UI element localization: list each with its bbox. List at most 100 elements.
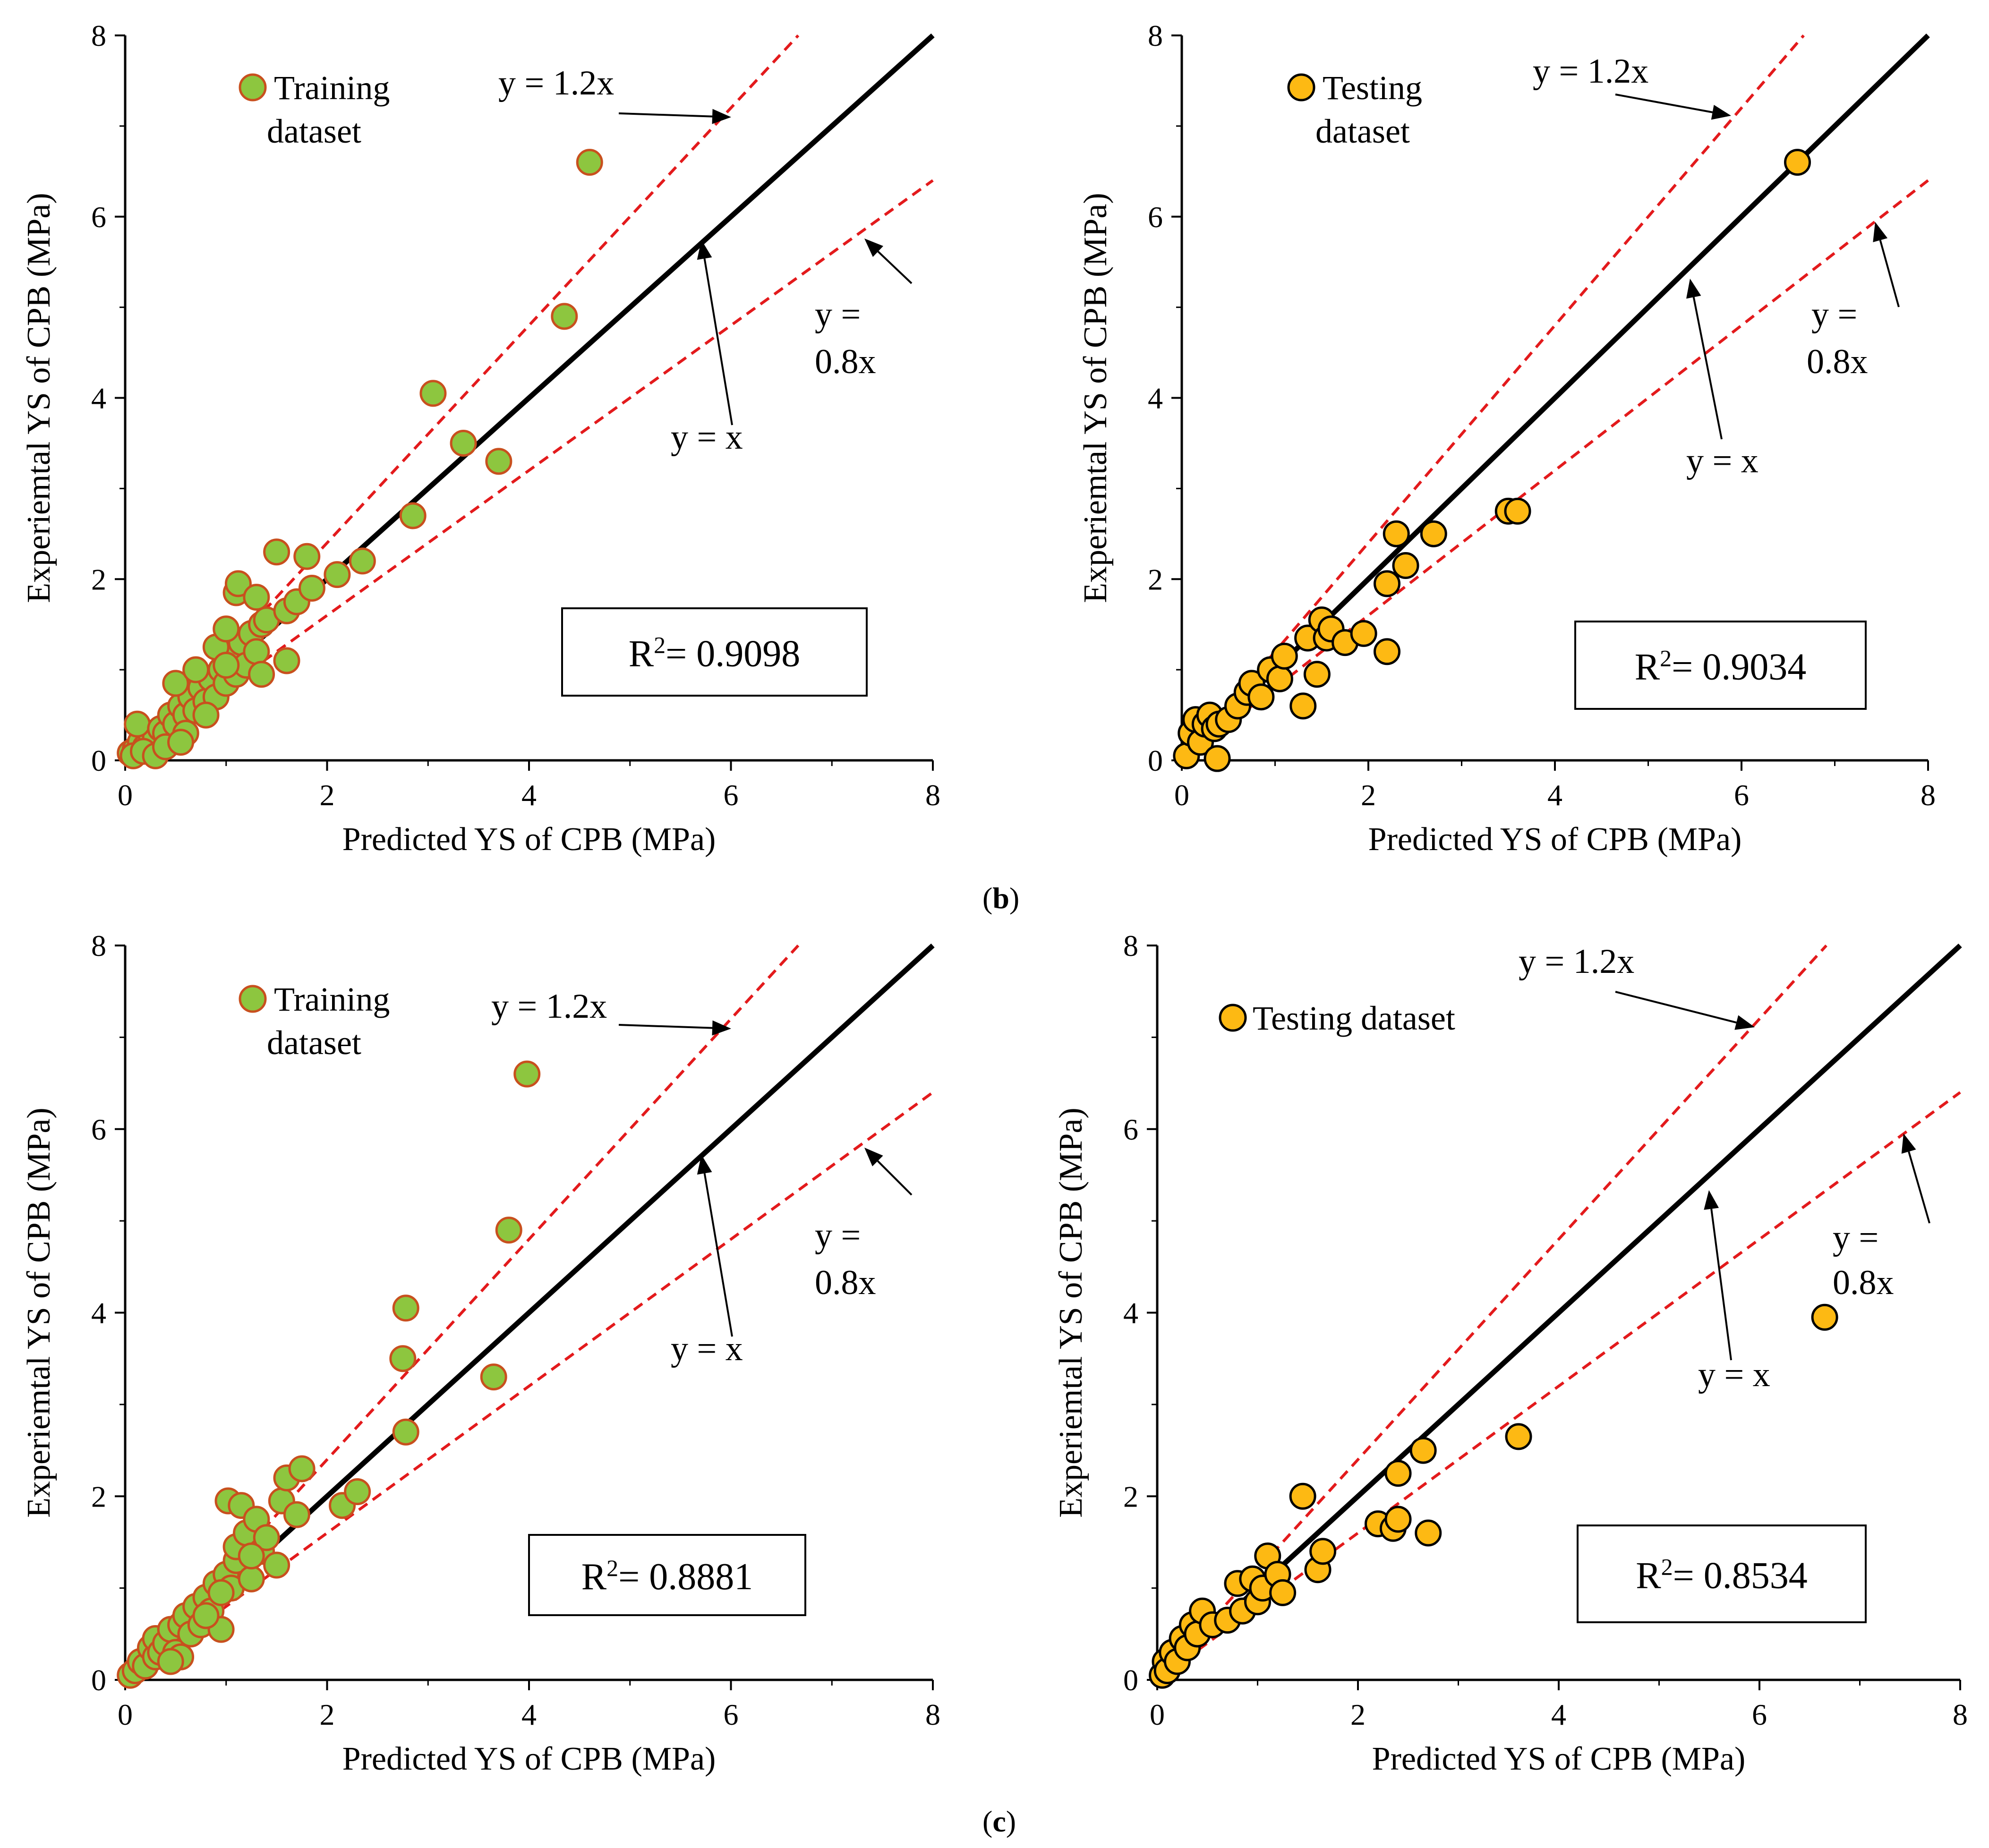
r2-superscript: 2 xyxy=(1661,1554,1673,1580)
r2-label: R2= 0.8881 xyxy=(581,1555,753,1598)
x-axis-title: Predicted YS of CPB (MPa) xyxy=(342,821,716,858)
x-tick-label: 8 xyxy=(1921,778,1936,812)
y-tick-label: 2 xyxy=(1123,1480,1138,1513)
data-point xyxy=(419,380,447,407)
data-point xyxy=(1392,552,1419,579)
data-point xyxy=(344,1478,371,1506)
x-tick-label: 0 xyxy=(118,1698,133,1731)
upper-arrow-head xyxy=(1711,105,1731,120)
r2-label: R2= 0.9034 xyxy=(1635,645,1806,688)
y-tick-label: 0 xyxy=(1148,744,1163,777)
data-point xyxy=(1505,1423,1532,1450)
caption-c: (c) xyxy=(982,1804,1016,1839)
chart-c-training: 00 2 2 4 4 6 6 8 8 Predicted YS of CPB (MPa) Exper… xyxy=(21,929,940,1777)
data-point xyxy=(513,1060,541,1088)
caption-b-open: ( xyxy=(982,881,993,915)
data-point xyxy=(298,574,325,602)
chart-b-training: 00 2 2 4 4 6 6 8 8 Predicted YS of CPB (MPa) Exper… xyxy=(21,19,940,858)
y-tick-label: 0 xyxy=(91,744,106,777)
r2-superscript: 2 xyxy=(1660,645,1672,672)
lower-bound-line xyxy=(1181,179,1929,762)
data-point xyxy=(192,1602,220,1629)
data-point xyxy=(1271,642,1298,670)
x-tick-label: 2 xyxy=(1350,1698,1366,1731)
upper-line-label: y = 1.2x xyxy=(491,987,607,1026)
legend-label: dataset xyxy=(1315,112,1410,150)
data-point xyxy=(243,638,270,665)
data-point xyxy=(207,1579,235,1606)
data-point xyxy=(248,661,275,688)
y-tick-label: 8 xyxy=(1148,19,1163,52)
r2-symbol: R xyxy=(1635,647,1660,688)
upper-arrow-shaft xyxy=(1615,991,1737,1024)
lower-line-label-2: 0.8x xyxy=(815,1263,876,1302)
lower-line-label-2: 0.8x xyxy=(1833,1263,1894,1302)
data-point xyxy=(1374,570,1400,597)
upper-line-label: y = 1.2x xyxy=(1519,942,1634,981)
identity-arrow-head xyxy=(1704,1190,1719,1210)
legend-label: Testing dataset xyxy=(1253,999,1455,1037)
identity-line-label: y = x xyxy=(1686,442,1759,480)
lower-line-label: y = xyxy=(815,295,861,334)
r2-value: = 0.8881 xyxy=(618,1556,753,1598)
x-tick-label: 2 xyxy=(320,1698,335,1731)
x-tick-label: 6 xyxy=(1752,1698,1767,1731)
r2-symbol: R xyxy=(581,1556,607,1598)
data-point xyxy=(1266,665,1293,692)
lower-line-label: y = xyxy=(1833,1218,1878,1257)
caption-b: (b) xyxy=(982,881,1019,916)
data-point xyxy=(480,1363,507,1391)
data-point xyxy=(1784,149,1811,176)
x-tick-label: 2 xyxy=(320,778,335,812)
data-point xyxy=(450,429,477,457)
data-point xyxy=(1289,1482,1316,1510)
data-point xyxy=(157,1648,184,1675)
data-point xyxy=(238,1565,265,1593)
identity-line-label: y = x xyxy=(1698,1355,1770,1394)
y-tick-label: 4 xyxy=(1148,382,1163,415)
y-tick-label: 6 xyxy=(91,200,106,234)
identity-arrow-head xyxy=(1686,279,1701,299)
lower-bound-line xyxy=(124,1091,934,1681)
data-point xyxy=(1303,661,1331,688)
x-tick-label: 0 xyxy=(118,778,133,812)
x-axis-title: Predicted YS of CPB (MPa) xyxy=(1368,821,1742,858)
r2-label: R2= 0.9098 xyxy=(629,632,800,675)
data-point xyxy=(213,615,240,643)
data-point xyxy=(213,652,240,679)
data-point xyxy=(293,543,321,570)
lower-bound-line xyxy=(1156,1091,1961,1681)
data-point xyxy=(1420,520,1447,547)
data-point xyxy=(1309,1538,1337,1565)
data-point xyxy=(1384,1506,1412,1533)
data-point xyxy=(167,729,195,756)
upper-arrow-head xyxy=(712,1020,731,1036)
data-point xyxy=(392,1418,419,1446)
r2-symbol: R xyxy=(1636,1555,1661,1597)
data-point xyxy=(324,561,351,588)
data-point xyxy=(1811,1303,1838,1331)
y-axis-title: Experiemtal YS of CPB (MPa) xyxy=(21,193,57,603)
identity-line xyxy=(1155,943,1962,1682)
upper-line-label: y = 1.2x xyxy=(498,64,614,102)
y-tick-label: 2 xyxy=(91,562,106,596)
y-tick-label: 4 xyxy=(91,1296,106,1330)
caption-c-open: ( xyxy=(982,1805,993,1838)
data-point xyxy=(124,710,151,738)
identity-arrow-head xyxy=(697,240,712,260)
data-point xyxy=(273,647,300,674)
data-point xyxy=(238,1542,265,1570)
x-tick-label: 6 xyxy=(724,1698,739,1731)
data-point xyxy=(182,656,210,683)
y-tick-label: 2 xyxy=(1148,562,1163,596)
lower-arrow-shaft xyxy=(877,251,913,284)
data-point xyxy=(224,570,252,597)
data-point xyxy=(243,584,270,611)
x-tick-label: 6 xyxy=(1734,778,1749,812)
data-point xyxy=(283,1501,310,1528)
r2-box xyxy=(528,1534,806,1616)
y-tick-label: 0 xyxy=(91,1663,106,1697)
x-tick-label: 8 xyxy=(1953,1698,1968,1731)
lower-arrow-shaft xyxy=(1908,1151,1930,1224)
lower-line-label-2: 0.8x xyxy=(815,342,876,381)
